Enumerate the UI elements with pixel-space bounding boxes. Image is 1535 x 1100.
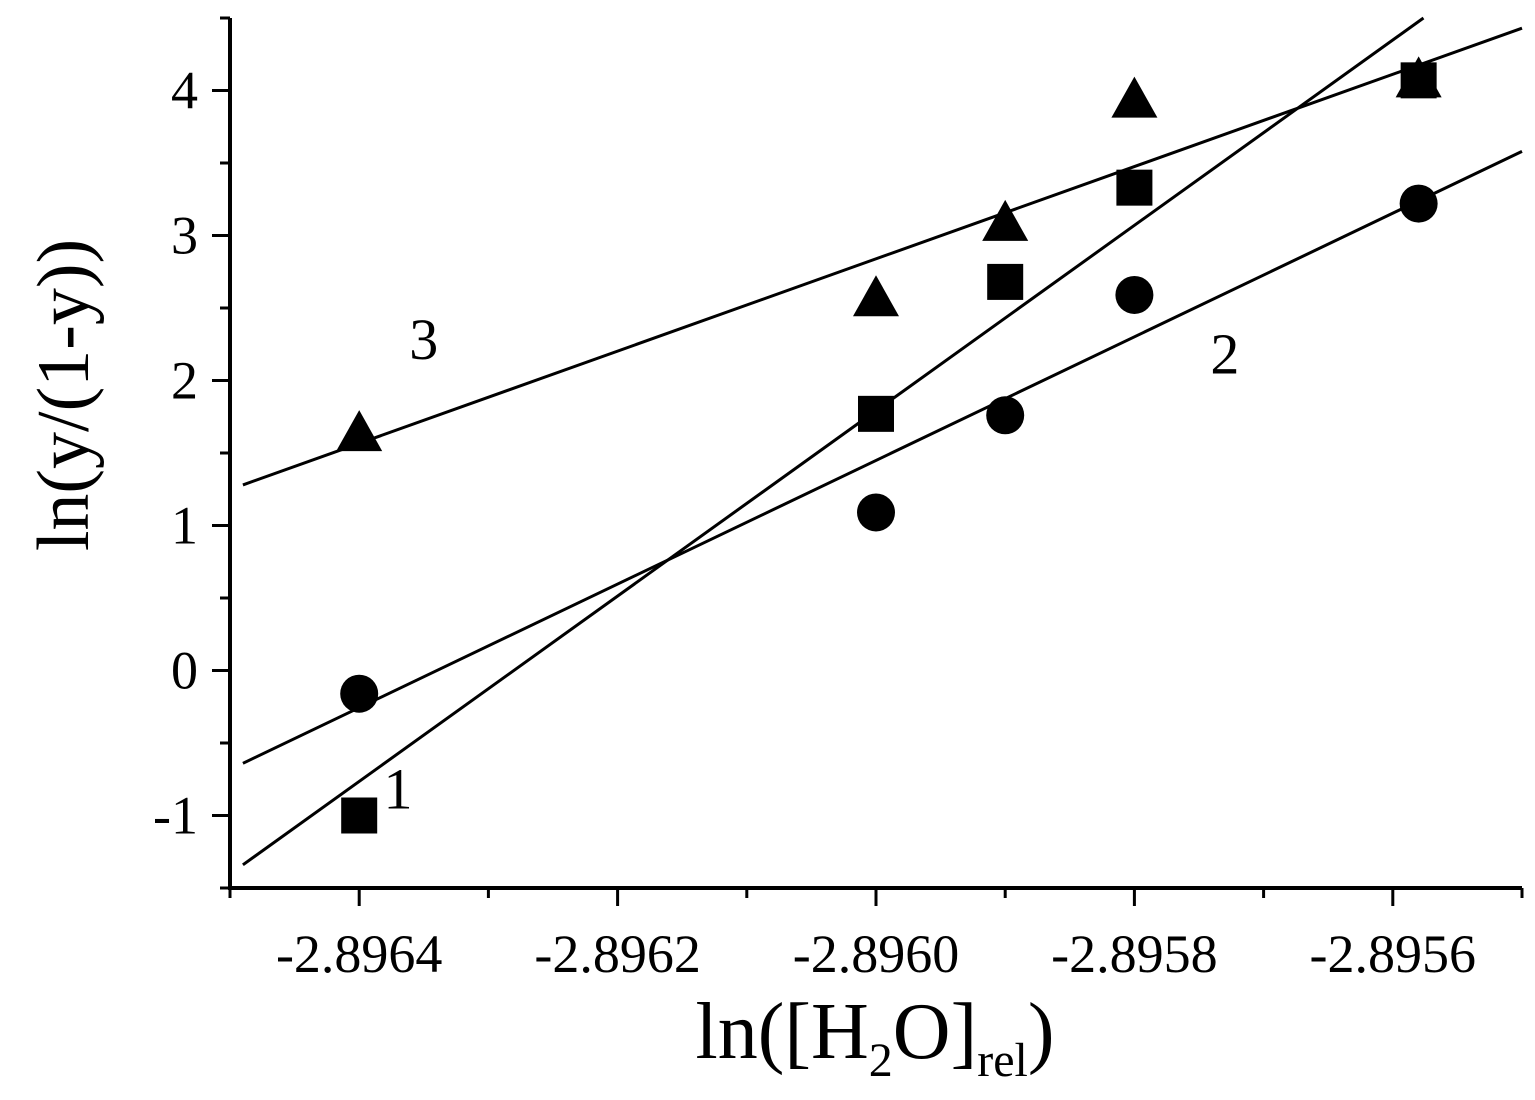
fit-line-series-1 <box>242 16 1425 867</box>
x-tick-label: -2.8956 <box>1310 924 1476 984</box>
fit-lines <box>242 16 1523 867</box>
x-tick-label: -2.8960 <box>793 924 959 984</box>
y-tick-label: 2 <box>171 351 198 411</box>
series-label-1: 1 <box>383 756 412 821</box>
x-axis-title-sub: 2 <box>869 1034 893 1087</box>
y-tick-label: 0 <box>171 641 198 701</box>
triangle-marker <box>1395 56 1442 98</box>
data-points <box>336 56 1442 834</box>
circle-marker <box>986 396 1025 435</box>
y-tick-label: 1 <box>171 496 198 556</box>
x-axis-title: ln([H2O]rel) <box>696 988 1055 1087</box>
square-marker <box>858 395 894 432</box>
y-tick-label: 3 <box>171 206 198 266</box>
series-label-3: 3 <box>409 307 438 372</box>
x-tick-label: -2.8964 <box>276 924 442 984</box>
square-marker <box>341 797 378 834</box>
x-axis-title-sub: rel <box>977 1034 1028 1087</box>
fit-line-series-2 <box>242 150 1523 765</box>
square-marker <box>987 263 1024 300</box>
circle-marker <box>1115 275 1154 314</box>
x-axis-title-part: ln([H <box>696 988 869 1076</box>
x-tick-label: -2.8958 <box>1051 924 1217 984</box>
fit-line-series-3 <box>242 26 1523 487</box>
circle-marker <box>857 493 895 532</box>
circle-marker <box>1399 184 1438 223</box>
triangle-marker <box>336 410 383 452</box>
y-tick-label: -1 <box>153 786 198 846</box>
y-tick-label: 4 <box>171 61 198 121</box>
triangle-marker <box>982 199 1029 241</box>
x-axis-title-part: ) <box>1028 988 1055 1076</box>
y-axis-title: ln(y/(1-y)) <box>23 239 105 551</box>
axes <box>228 18 1522 890</box>
series-label-2: 2 <box>1210 321 1239 386</box>
triangle-marker <box>853 275 899 317</box>
labels: 1 2 3 <box>383 307 1239 822</box>
square-marker <box>1116 169 1153 206</box>
circle-marker <box>340 674 379 713</box>
x-tick-label: -2.8962 <box>534 924 700 984</box>
triangle-marker <box>1111 76 1158 118</box>
x-axis-title-part: O] <box>893 988 977 1076</box>
ticks: -2.8964 -2.8962 -2.8960 -2.8958 -2.8956 -1 0 1 2… <box>153 16 1524 984</box>
